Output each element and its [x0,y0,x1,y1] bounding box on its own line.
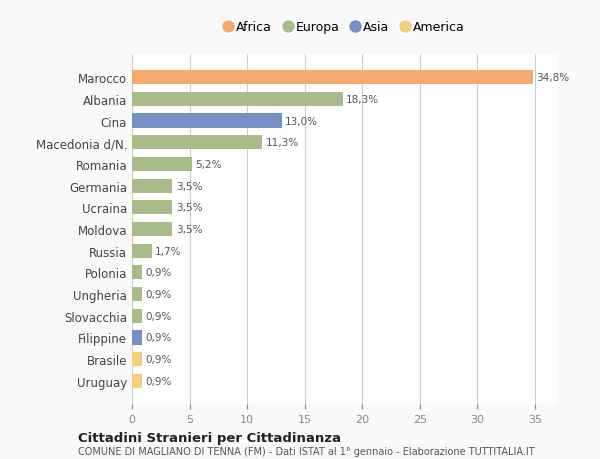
Bar [132,71,533,85]
Text: 18,3%: 18,3% [346,95,379,105]
Text: 11,3%: 11,3% [266,138,299,148]
Text: 34,8%: 34,8% [536,73,569,83]
Bar [132,179,172,193]
Text: Cittadini Stranieri per Cittadinanza: Cittadini Stranieri per Cittadinanza [78,431,341,444]
Bar [132,374,142,388]
Bar [132,244,152,258]
Text: 5,2%: 5,2% [196,160,222,169]
Text: 3,5%: 3,5% [176,203,202,213]
Bar [132,157,192,172]
Text: 0,9%: 0,9% [146,333,172,343]
Text: 3,5%: 3,5% [176,224,202,235]
Bar [132,136,262,150]
Text: 0,9%: 0,9% [146,311,172,321]
Text: 3,5%: 3,5% [176,181,202,191]
Text: 1,7%: 1,7% [155,246,182,256]
Text: 0,9%: 0,9% [146,376,172,386]
Bar [132,93,343,106]
Text: 0,9%: 0,9% [146,268,172,278]
Text: 0,9%: 0,9% [146,290,172,299]
Bar [132,330,142,345]
Bar [132,287,142,302]
Text: COMUNE DI MAGLIANO DI TENNA (FM) - Dati ISTAT al 1° gennaio - Elaborazione TUTTI: COMUNE DI MAGLIANO DI TENNA (FM) - Dati … [78,447,535,456]
Text: 13,0%: 13,0% [285,116,318,126]
Text: 0,9%: 0,9% [146,354,172,364]
Bar [132,114,281,129]
Bar [132,201,172,215]
Bar [132,353,142,366]
Bar [132,309,142,323]
Bar [132,223,172,236]
Legend: Africa, Europa, Asia, America: Africa, Europa, Asia, America [220,16,470,39]
Bar [132,266,142,280]
